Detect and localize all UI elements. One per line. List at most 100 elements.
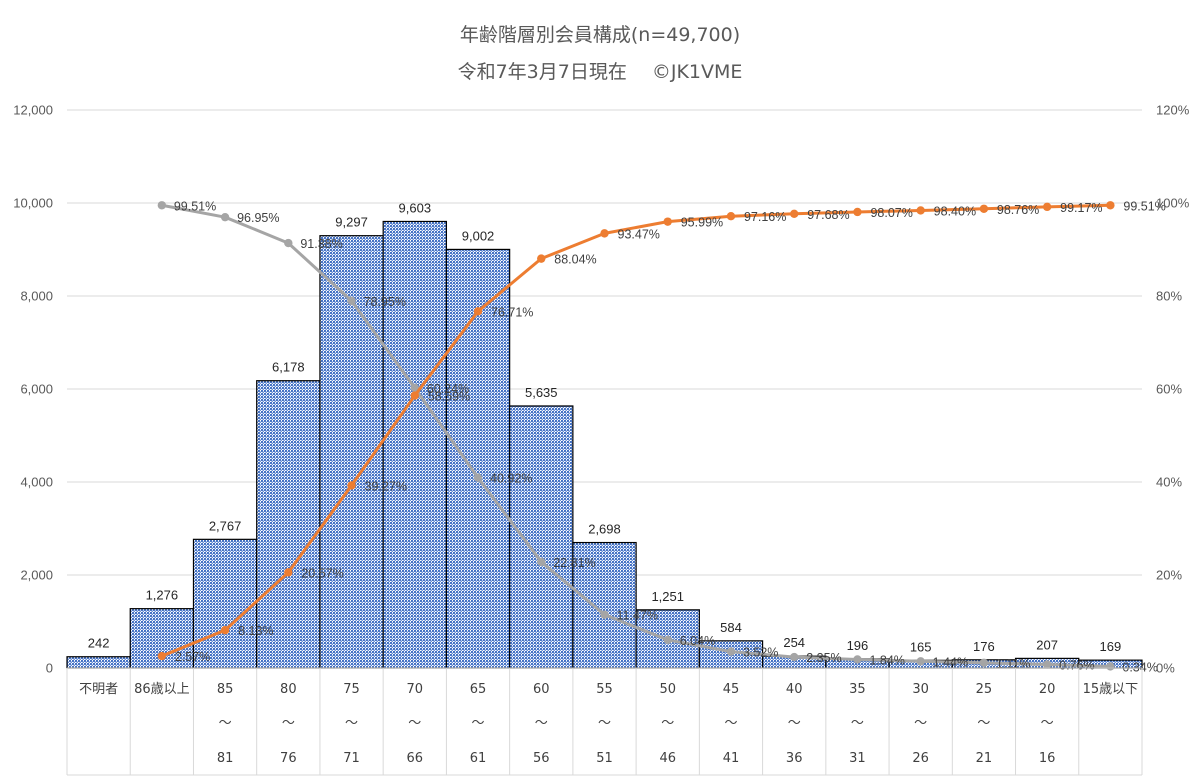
x-tick-label-lower: 66 (407, 751, 424, 766)
x-tick-label-lower: 16 (1039, 751, 1056, 766)
x-tick-label-lower: 26 (912, 751, 929, 766)
bar-data-label: 165 (910, 639, 932, 654)
axis-layer: 0 2,000 4,000 6,000 8,000 10,000 12,000 0% 20% 40… (13, 103, 1190, 776)
cumulative-point-gray (979, 658, 989, 668)
x-tick-label-range-mark: ～ (724, 716, 737, 731)
x-tick-label-lower: 46 (659, 751, 676, 766)
y-left-tick-label: 4,000 (20, 475, 53, 490)
grid-layer (67, 109, 1142, 576)
cumulative-point-orange (220, 625, 230, 635)
x-tick-label-lower: 61 (470, 751, 487, 766)
y-right-tick-label: 0% (1156, 661, 1175, 676)
cumulative-label-orange: 98.07% (870, 206, 912, 220)
cumulative-point-orange (1106, 201, 1115, 210)
bar-data-label: 169 (1100, 639, 1122, 654)
cumulative-point-gray (916, 657, 925, 666)
cumulative-point-orange (284, 568, 293, 577)
cumulative-point-gray (537, 557, 546, 567)
x-tick-label-lower: 81 (217, 751, 234, 766)
chart-title: 年齢階層別会員構成(n=49,700) (460, 24, 740, 46)
cumulative-point-gray (157, 201, 167, 210)
cumulative-point-orange (347, 481, 356, 490)
line-layer (157, 201, 1115, 671)
x-tick-label: 75 (343, 682, 360, 697)
cumulative-label-gray: 91.38% (300, 237, 342, 251)
x-tick-label: 15歳以下 (1083, 682, 1139, 697)
x-tick-label-range-mark: ～ (219, 716, 232, 731)
y-left-tick-label: 0 (46, 661, 53, 676)
bar (572, 541, 637, 669)
cumulative-point-gray (347, 296, 356, 306)
bar (445, 248, 511, 669)
x-tick-label: 50 (659, 682, 676, 697)
cumulative-label-gray: 22.81% (553, 556, 595, 570)
bar-data-label: 2,767 (209, 518, 242, 533)
x-tick-label: 45 (723, 682, 740, 697)
cumulative-point-gray (220, 212, 230, 222)
cumulative-point-gray (473, 473, 483, 482)
bar-data-label: 9,603 (399, 200, 432, 215)
x-tick-label-range-mark: ～ (788, 716, 801, 731)
cumulative-point-orange (916, 206, 925, 215)
cumulative-label-orange: 2.57% (175, 650, 210, 664)
y-right-tick-label: 80% (1156, 289, 1182, 304)
bar (192, 538, 258, 669)
y-right-tick-label: 60% (1156, 382, 1182, 397)
cumulative-line-orange (161, 203, 1111, 658)
bar-data-label: 1,251 (651, 589, 684, 604)
cumulative-label-gray: 11.47% (617, 609, 658, 623)
y-left-tick-label: 10,000 (13, 196, 53, 211)
x-tick-label-range-mark: ～ (282, 716, 295, 731)
cumulative-point-orange (663, 217, 672, 226)
cumulative-label-orange: 20.57% (301, 566, 343, 580)
x-tick-label: 86歳以上 (134, 682, 190, 697)
cumulative-label-gray: 1.84% (869, 653, 904, 667)
cumulative-label-orange: 76.71% (491, 305, 533, 319)
bar-data-label: 6,178 (272, 360, 305, 375)
cumulative-label-gray: 0.76% (1059, 658, 1094, 672)
x-tick-label: 30 (912, 682, 929, 697)
x-tick-label-lower: 51 (596, 751, 613, 766)
bar-data-label: 196 (847, 638, 869, 653)
cumulative-label-orange: 99.17% (1060, 201, 1102, 215)
x-tick-label: 20 (1039, 682, 1056, 697)
bar-data-label: 207 (1036, 637, 1058, 652)
cumulative-label-orange: 98.40% (934, 204, 976, 218)
x-tick-label: 85 (217, 682, 234, 697)
x-tick-label: 80 (280, 682, 297, 697)
bar-layer (66, 220, 1143, 669)
cumulative-label-orange: 95.99% (681, 216, 723, 230)
cumulative-label-gray: 6.04% (680, 634, 715, 648)
chart-subtitle: 令和7年3月7日現在 ©JK1VME (458, 61, 743, 83)
cumulative-label-gray: 96.95% (237, 211, 279, 225)
cumulative-label-gray: 40.92% (490, 472, 532, 486)
x-tick-label-lower: 21 (976, 751, 993, 766)
x-tick-label-range-mark: ～ (472, 716, 485, 731)
bar-data-label: 242 (88, 636, 110, 651)
bar (382, 220, 448, 669)
cumulative-point-orange (537, 254, 546, 263)
x-tick-label: 55 (596, 682, 613, 697)
x-tick-label-lower: 56 (533, 751, 550, 766)
bar-data-label: 584 (720, 620, 742, 635)
cumulative-label-orange: 97.68% (807, 208, 849, 222)
bar-data-label: 9,297 (335, 215, 368, 230)
cumulative-point-orange (790, 209, 799, 218)
cumulative-label-orange: 88.04% (554, 253, 596, 267)
x-tick-label-lower: 36 (786, 751, 803, 766)
bar-data-label: 2,698 (588, 522, 621, 537)
cumulative-label-gray: 1.11% (996, 657, 1031, 671)
cumulative-label-gray: 60.24% (427, 382, 469, 396)
x-tick-label-range-mark: ～ (598, 716, 611, 731)
y-right-tick-label: 20% (1156, 568, 1182, 583)
cumulative-label-orange: 98.76% (997, 203, 1039, 217)
y-left-tick-label: 2,000 (20, 568, 53, 583)
cumulative-line-gray (161, 203, 1111, 668)
bar-data-label: 9,002 (462, 228, 495, 243)
x-tick-label: 65 (470, 682, 487, 697)
cumulative-point-gray (726, 647, 736, 656)
bar-data-label: 254 (783, 635, 805, 650)
y-right-tick-label: 120% (1156, 103, 1190, 118)
x-tick-label: 25 (976, 682, 993, 697)
